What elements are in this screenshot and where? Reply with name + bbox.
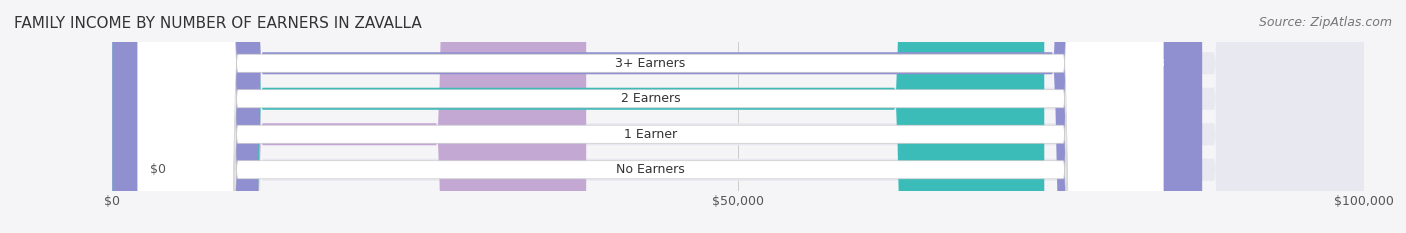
Text: $0: $0: [150, 163, 166, 176]
FancyBboxPatch shape: [138, 0, 1164, 233]
FancyBboxPatch shape: [138, 0, 1164, 233]
Text: 1 Earner: 1 Earner: [624, 128, 678, 141]
FancyBboxPatch shape: [112, 0, 1202, 233]
Text: 2 Earners: 2 Earners: [620, 92, 681, 105]
FancyBboxPatch shape: [112, 0, 1364, 233]
FancyBboxPatch shape: [112, 0, 1364, 233]
FancyBboxPatch shape: [138, 0, 1164, 233]
Text: $37,857: $37,857: [496, 128, 548, 141]
Text: Source: ZipAtlas.com: Source: ZipAtlas.com: [1258, 16, 1392, 29]
FancyBboxPatch shape: [112, 0, 586, 233]
Text: No Earners: No Earners: [616, 163, 685, 176]
Text: 3+ Earners: 3+ Earners: [616, 57, 686, 70]
FancyBboxPatch shape: [112, 0, 1364, 233]
Text: $87,083: $87,083: [1112, 57, 1164, 70]
Text: FAMILY INCOME BY NUMBER OF EARNERS IN ZAVALLA: FAMILY INCOME BY NUMBER OF EARNERS IN ZA…: [14, 16, 422, 31]
Text: $74,464: $74,464: [955, 92, 1007, 105]
FancyBboxPatch shape: [112, 0, 1045, 233]
FancyBboxPatch shape: [112, 0, 1364, 233]
FancyBboxPatch shape: [138, 0, 1164, 233]
